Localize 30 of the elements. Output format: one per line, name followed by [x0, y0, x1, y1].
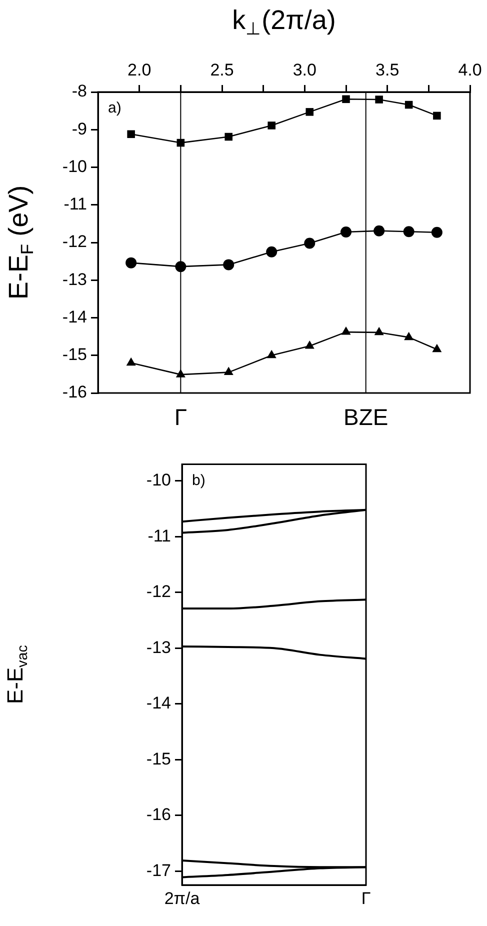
x-tick-label: 3.5	[376, 60, 400, 80]
ref-line-label: Γ	[174, 404, 187, 430]
y-axis-title: E-Evac	[2, 645, 32, 704]
y-tick-label: -16	[146, 805, 171, 824]
x-tick-label: 4.0	[458, 60, 482, 80]
x-tick-label: 2.0	[128, 60, 152, 80]
x-tick-label: 2.5	[210, 60, 234, 80]
x-tick-label: 3.0	[292, 60, 316, 80]
y-tick-label: -9	[72, 119, 87, 138]
x-tick-label: 2π/a	[164, 888, 200, 908]
y-tick-label: -10	[62, 156, 87, 176]
y-axis-title: E-EF (eV)	[4, 185, 38, 300]
ref-line-label: BZE	[344, 404, 388, 430]
y-tick-label: -17	[146, 860, 171, 880]
y-tick-label: -15	[62, 345, 87, 364]
y-tick-label: -14	[62, 307, 87, 326]
y-tick-label: -15	[146, 749, 171, 768]
y-tick-label: -13	[146, 638, 171, 657]
y-tick-label: -14	[146, 694, 171, 713]
x-axis-title: k⊥(2π/a)	[232, 5, 336, 39]
y-tick-label: -16	[62, 382, 87, 402]
y-tick-label: -12	[62, 232, 87, 252]
y-tick-label: -8	[72, 82, 87, 101]
annotation: a)	[108, 100, 122, 117]
y-tick-label: -10	[146, 470, 171, 490]
y-tick-label: -13	[62, 270, 87, 289]
y-tick-label: -11	[148, 526, 171, 546]
y-tick-label: -12	[146, 582, 171, 602]
annotation: b)	[192, 472, 206, 489]
y-tick-label: -11	[64, 194, 87, 214]
